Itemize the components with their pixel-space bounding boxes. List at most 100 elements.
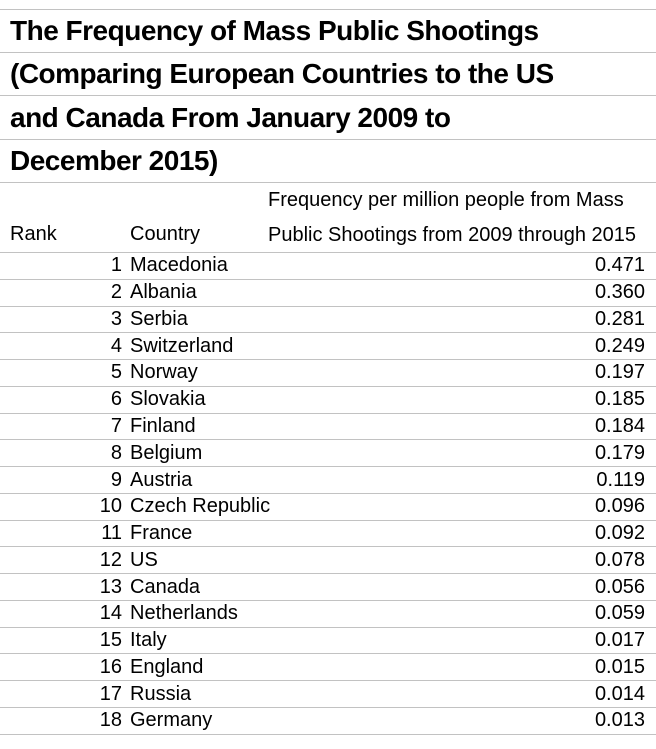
value-cell[interactable]: 0.197 bbox=[594, 361, 645, 384]
value-cell[interactable]: 0.471 bbox=[594, 254, 645, 277]
table-row: 10 Czech Republic 0.096 bbox=[0, 494, 656, 521]
value-cell[interactable]: 0.185 bbox=[594, 388, 645, 411]
value-cell[interactable]: 0.360 bbox=[594, 281, 645, 304]
table-row: 12 US 0.078 bbox=[0, 547, 656, 575]
title-line-2[interactable]: (Comparing European Countries to the US bbox=[0, 53, 656, 96]
country-cell[interactable]: Albania bbox=[130, 281, 197, 304]
country-header-column: Country bbox=[126, 183, 264, 252]
country-cell[interactable]: Norway bbox=[130, 361, 198, 384]
table-row: 9 Austria 0.119 bbox=[0, 467, 656, 494]
table-row: 16 England 0.015 bbox=[0, 654, 656, 682]
rank-cell[interactable]: 2 bbox=[110, 281, 122, 304]
rank-cell[interactable]: 16 bbox=[99, 655, 122, 678]
left-margin bbox=[0, 183, 7, 252]
left-margin bbox=[0, 547, 7, 573]
value-cell[interactable]: 0.249 bbox=[594, 334, 645, 357]
country-cell[interactable]: Netherlands bbox=[130, 602, 238, 625]
left-margin bbox=[0, 253, 7, 279]
table-row: 15 Italy 0.017 bbox=[0, 628, 656, 655]
left-margin bbox=[0, 360, 7, 386]
value-cell[interactable]: 0.096 bbox=[594, 495, 645, 518]
country-header-cell[interactable]: Country bbox=[130, 223, 201, 246]
value-cell[interactable]: 0.017 bbox=[594, 629, 645, 652]
value-cell[interactable]: 0.015 bbox=[594, 655, 645, 678]
rank-cell[interactable]: 3 bbox=[110, 307, 122, 330]
value-cell[interactable]: 0.078 bbox=[594, 548, 645, 571]
left-margin bbox=[0, 333, 7, 359]
rank-cell[interactable]: 14 bbox=[99, 602, 122, 625]
country-cell[interactable]: Czech Republic bbox=[130, 495, 271, 518]
table-body: 1 Macedonia 0.471 2 Albania 0.360 3 Serb… bbox=[0, 253, 656, 735]
title-line-3[interactable]: and Canada From January 2009 to bbox=[0, 96, 656, 140]
country-cell[interactable]: US bbox=[130, 548, 158, 571]
left-margin bbox=[0, 654, 7, 680]
table-row: 4 Switzerland 0.249 bbox=[0, 333, 656, 361]
value-cell[interactable]: 0.184 bbox=[594, 414, 645, 437]
left-margin bbox=[0, 280, 7, 306]
rank-header-cell[interactable]: Rank bbox=[10, 223, 57, 246]
frequency-header-line-1: Frequency per million people from Mass bbox=[268, 189, 624, 211]
rank-header-empty-cell[interactable] bbox=[7, 183, 126, 218]
bottom-partial-row bbox=[0, 735, 656, 749]
value-cell[interactable]: 0.179 bbox=[594, 441, 645, 464]
value-cell[interactable]: 0.119 bbox=[596, 468, 645, 491]
frequency-header-line-2: Public Shootings from 2009 through 2015 bbox=[268, 224, 637, 246]
frequency-header-cell[interactable]: Frequency per million people from Mass P… bbox=[264, 183, 650, 252]
table-row: 2 Albania 0.360 bbox=[0, 280, 656, 307]
country-cell[interactable]: Russia bbox=[130, 682, 192, 705]
country-cell[interactable]: Belgium bbox=[130, 441, 203, 464]
table-header: Rank Country Frequency per million peopl… bbox=[0, 183, 656, 253]
country-cell[interactable]: Macedonia bbox=[130, 254, 228, 277]
rank-cell[interactable]: 4 bbox=[110, 334, 122, 357]
rank-cell[interactable]: 18 bbox=[99, 709, 122, 732]
country-cell[interactable]: Serbia bbox=[130, 307, 188, 330]
left-margin bbox=[0, 414, 7, 440]
value-cell[interactable]: 0.056 bbox=[594, 575, 645, 598]
rank-cell[interactable]: 10 bbox=[99, 495, 122, 518]
left-margin bbox=[0, 574, 7, 600]
table-row: 11 France 0.092 bbox=[0, 521, 656, 548]
title-line-1[interactable]: The Frequency of Mass Public Shootings bbox=[0, 10, 656, 53]
value-cell[interactable]: 0.092 bbox=[594, 522, 645, 545]
value-cell[interactable]: 0.013 bbox=[594, 709, 645, 732]
rank-cell[interactable]: 7 bbox=[110, 414, 122, 437]
rank-cell[interactable]: 13 bbox=[99, 575, 122, 598]
left-margin bbox=[0, 467, 7, 493]
rank-cell[interactable]: 15 bbox=[99, 629, 122, 652]
table-row: 14 Netherlands 0.059 bbox=[0, 601, 656, 628]
table-row: 5 Norway 0.197 bbox=[0, 360, 656, 387]
table-row: 6 Slovakia 0.185 bbox=[0, 387, 656, 414]
left-margin bbox=[0, 681, 7, 707]
rank-header-column: Rank bbox=[7, 183, 126, 252]
country-cell[interactable]: Switzerland bbox=[130, 334, 234, 357]
rank-cell[interactable]: 8 bbox=[110, 441, 122, 464]
top-partial-row bbox=[0, 0, 656, 10]
table-row: 3 Serbia 0.281 bbox=[0, 307, 656, 334]
rank-cell[interactable]: 17 bbox=[99, 682, 122, 705]
table-row: 18 Germany 0.013 bbox=[0, 708, 656, 735]
rank-cell[interactable]: 12 bbox=[99, 548, 122, 571]
value-cell[interactable]: 0.059 bbox=[594, 602, 645, 625]
country-cell[interactable]: Austria bbox=[130, 468, 193, 491]
table-row: 8 Belgium 0.179 bbox=[0, 440, 656, 468]
value-cell[interactable]: 0.281 bbox=[594, 307, 645, 330]
table-row: 17 Russia 0.014 bbox=[0, 681, 656, 709]
rank-cell[interactable]: 11 bbox=[101, 522, 122, 545]
rank-cell[interactable]: 6 bbox=[110, 388, 122, 411]
country-cell[interactable]: Slovakia bbox=[130, 388, 206, 411]
table-row: 1 Macedonia 0.471 bbox=[0, 253, 656, 280]
country-cell[interactable]: Finland bbox=[130, 414, 196, 437]
country-cell[interactable]: Italy bbox=[130, 629, 167, 652]
title-line-4[interactable]: December 2015) bbox=[0, 140, 656, 183]
left-margin bbox=[0, 521, 7, 547]
country-cell[interactable]: France bbox=[130, 522, 193, 545]
rank-cell[interactable]: 5 bbox=[110, 361, 122, 384]
country-cell[interactable]: England bbox=[130, 655, 204, 678]
country-cell[interactable]: Germany bbox=[130, 709, 213, 732]
table-row: 13 Canada 0.056 bbox=[0, 574, 656, 601]
country-header-empty-cell[interactable] bbox=[126, 183, 264, 218]
value-cell[interactable]: 0.014 bbox=[594, 682, 645, 705]
rank-cell[interactable]: 1 bbox=[110, 254, 122, 277]
country-cell[interactable]: Canada bbox=[130, 575, 201, 598]
rank-cell[interactable]: 9 bbox=[110, 468, 122, 491]
